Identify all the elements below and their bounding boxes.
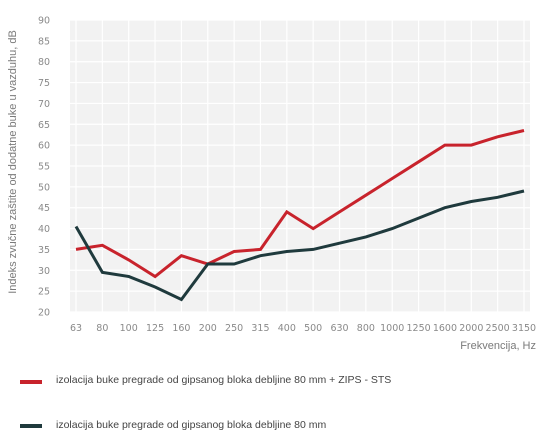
legend-swatch-red <box>20 380 42 384</box>
legend-label-series-1: izolacija buke pregrade od gipsanog blok… <box>56 374 392 386</box>
y-tick-label: 75 <box>38 78 50 89</box>
y-tick-label: 70 <box>38 99 50 110</box>
legend-label-series-2: izolacija buke pregrade od gipsanog blok… <box>56 419 327 431</box>
x-tick-label: 1250 <box>406 323 430 334</box>
x-tick-label: 315 <box>251 323 269 334</box>
legend: izolacija buke pregrade od gipsanog blok… <box>20 374 540 434</box>
x-tick-label: 3150 <box>512 323 536 334</box>
x-tick-label: 200 <box>199 323 217 334</box>
series-line-1 <box>75 129 525 279</box>
x-tick-label: 100 <box>120 323 138 334</box>
y-tick-label: 90 <box>38 16 50 27</box>
y-tick-label: 40 <box>38 224 50 235</box>
y-tick-label: 60 <box>38 141 50 152</box>
y-axis-ticks: 90 85 80 75 70 65 60 55 50 45 40 35 30 25 20 <box>38 16 50 319</box>
x-tick-label: 2500 <box>486 323 510 334</box>
y-tick-label: 65 <box>38 120 50 131</box>
y-tick-label: 80 <box>38 57 50 68</box>
x-tick-label: 2000 <box>459 323 483 334</box>
y-tick-label: 20 <box>38 308 50 319</box>
y-axis-title: Indeks zvučne zaštite od dodatne buke u … <box>7 30 19 294</box>
x-tick-label: 630 <box>330 323 348 334</box>
y-tick-label: 25 <box>38 287 50 298</box>
x-axis-ticks: 63 80 100 125 160 200 250 315 400 500 630 800 1000 12… <box>70 323 536 334</box>
x-tick-label: 160 <box>172 323 190 334</box>
x-tick-label: 80 <box>96 323 108 334</box>
y-tick-label: 30 <box>38 266 50 277</box>
series-line-2 <box>74 189 525 302</box>
y-tick-label: 50 <box>38 182 50 193</box>
x-tick-label: 250 <box>225 323 243 334</box>
x-tick-label: 63 <box>70 323 82 334</box>
series-lines <box>74 129 525 302</box>
x-tick-label: 1600 <box>433 323 457 334</box>
x-tick-label: 500 <box>304 323 322 334</box>
x-tick-label: 1000 <box>380 323 404 334</box>
x-tick-label: 800 <box>357 323 375 334</box>
grid <box>70 19 530 313</box>
x-axis-title: Frekvencija, Hz <box>460 340 536 352</box>
y-tick-label: 55 <box>38 162 50 173</box>
y-tick-label: 35 <box>38 245 50 256</box>
x-tick-label: 400 <box>278 323 296 334</box>
legend-swatch-dark <box>20 424 42 428</box>
x-tick-label: 125 <box>146 323 164 334</box>
y-tick-label: 85 <box>38 36 50 47</box>
y-tick-label: 45 <box>38 203 50 214</box>
